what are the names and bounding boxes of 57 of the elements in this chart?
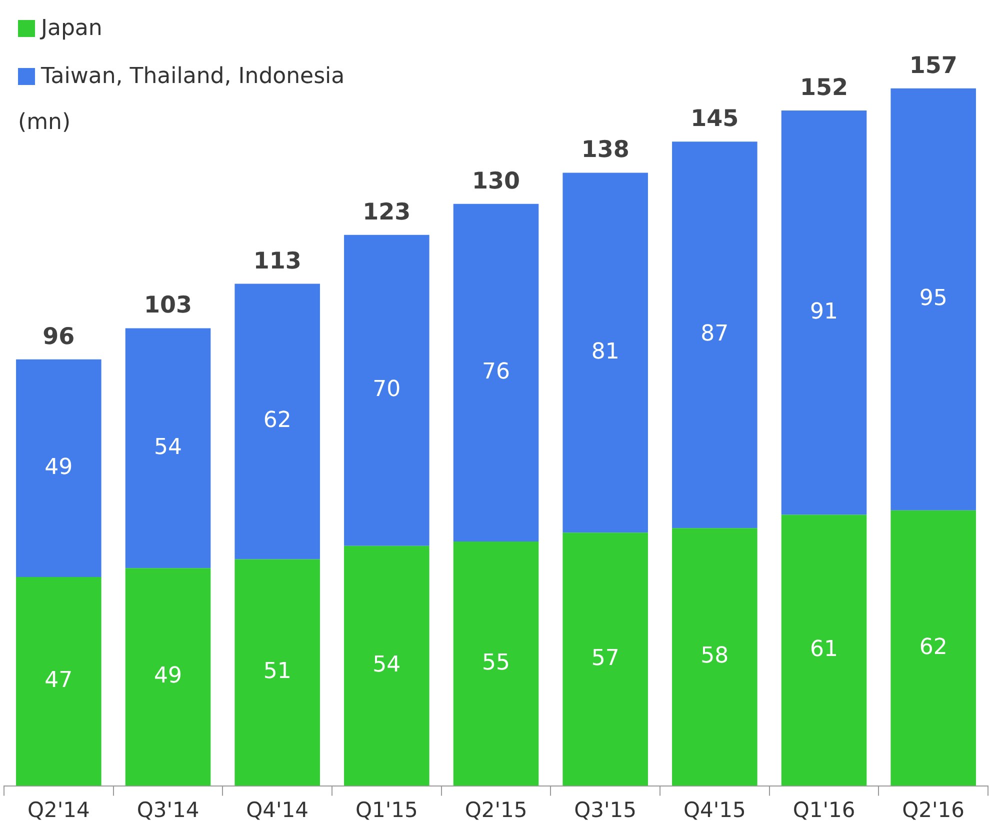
bar xyxy=(16,577,102,786)
data-label: 76 xyxy=(482,359,510,384)
data-label: 95 xyxy=(919,286,948,312)
x-tick-label: Q1'16 xyxy=(792,798,856,822)
x-tick-label: Q3'15 xyxy=(574,798,637,822)
bar xyxy=(234,284,320,560)
bar xyxy=(234,559,320,786)
bar xyxy=(781,514,867,786)
bar xyxy=(562,172,648,533)
total-label: 152 xyxy=(800,75,848,102)
total-label: 113 xyxy=(253,248,302,274)
bar xyxy=(890,510,976,786)
bar xyxy=(672,142,758,528)
data-label: 81 xyxy=(591,339,620,364)
bar xyxy=(453,204,539,542)
bar xyxy=(16,359,102,578)
x-tick-label: Q4'15 xyxy=(683,798,746,822)
data-label: 91 xyxy=(810,299,838,324)
data-label: 49 xyxy=(154,664,182,689)
total-label: 123 xyxy=(362,199,411,226)
bar xyxy=(125,568,211,786)
data-label: 61 xyxy=(810,637,838,662)
x-tick-label: Q1'15 xyxy=(355,798,418,822)
x-tick-label: Q2'16 xyxy=(902,798,965,822)
data-label: 55 xyxy=(482,650,510,676)
data-label: 47 xyxy=(44,668,73,694)
total-label: 96 xyxy=(42,324,75,350)
data-label: 49 xyxy=(44,454,73,480)
total-label: 138 xyxy=(581,137,630,164)
bar xyxy=(344,234,430,546)
bar xyxy=(344,546,430,786)
bar xyxy=(672,528,758,786)
data-label: 58 xyxy=(700,644,729,669)
data-label: 54 xyxy=(154,434,182,460)
bar xyxy=(125,328,211,568)
data-label: 51 xyxy=(263,659,292,684)
x-tick-label: Q2'14 xyxy=(27,798,90,822)
total-label: 103 xyxy=(144,292,192,319)
x-tick-label: Q3'14 xyxy=(136,798,200,822)
total-label: 130 xyxy=(472,168,520,194)
data-label: 54 xyxy=(372,652,401,678)
bar xyxy=(562,532,648,786)
bar xyxy=(453,541,539,786)
data-label: 62 xyxy=(263,408,292,434)
x-tick-label: Q2'15 xyxy=(464,798,528,822)
total-label: 157 xyxy=(909,52,958,79)
data-label: 87 xyxy=(700,322,729,347)
legend-label: Japan xyxy=(41,16,102,40)
bar xyxy=(890,88,976,510)
data-label: 57 xyxy=(591,646,620,671)
x-tick-label: Q4'14 xyxy=(246,798,309,822)
total-label: 145 xyxy=(690,106,739,132)
bar xyxy=(781,110,867,515)
data-label: 70 xyxy=(372,377,401,402)
y-axis-title: (mn) xyxy=(18,110,71,135)
legend-label: Taiwan, Thailand, Indonesia xyxy=(41,64,345,88)
data-label: 62 xyxy=(919,634,948,660)
